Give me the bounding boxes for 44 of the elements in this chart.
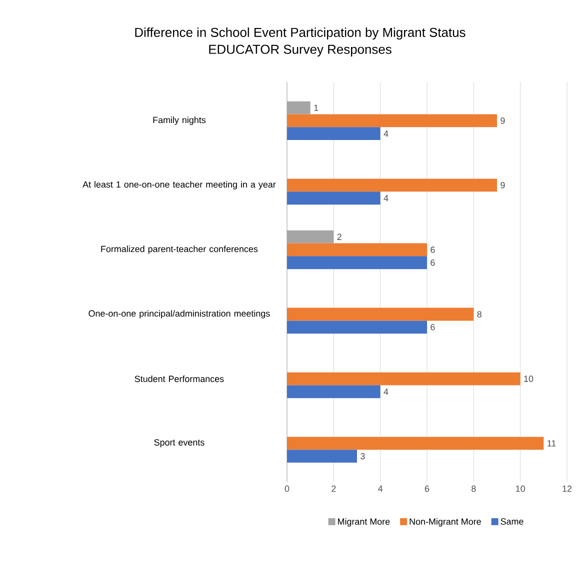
y-tick-label: Family nights bbox=[153, 116, 206, 125]
bar bbox=[287, 178, 498, 192]
x-tick-label: 12 bbox=[562, 486, 572, 492]
data-label: 1 bbox=[314, 104, 318, 111]
x-tick-label: 2 bbox=[332, 486, 336, 492]
data-label: 6 bbox=[430, 246, 435, 253]
bar bbox=[287, 372, 520, 386]
data-label: 4 bbox=[384, 195, 388, 202]
bar bbox=[287, 450, 358, 463]
x-tick-label: 4 bbox=[378, 486, 383, 492]
bar bbox=[287, 256, 428, 270]
bar bbox=[287, 436, 544, 450]
y-tick-label: One-on-one principal/administration meetings bbox=[88, 310, 270, 318]
x-tick-label: 6 bbox=[424, 486, 430, 492]
data-label: 10 bbox=[524, 376, 534, 382]
y-tick-label: Sport events bbox=[154, 439, 204, 448]
y-tick-label: Formalized parent-teacher conferences bbox=[101, 246, 258, 254]
data-label: 9 bbox=[500, 118, 505, 124]
legend-label: Migrant More bbox=[338, 518, 390, 527]
x-tick-label: 8 bbox=[472, 486, 476, 492]
chart-subtitle: EDUCATOR Survey Responses bbox=[209, 44, 392, 56]
y-tick-label: Student Performances bbox=[134, 375, 224, 382]
data-label: 4 bbox=[384, 130, 388, 137]
bar bbox=[287, 243, 428, 256]
y-tick-label: At least 1 one-on-one teacher meeting in a year bbox=[82, 181, 276, 190]
data-label: 6 bbox=[430, 324, 435, 330]
data-label: 9 bbox=[500, 182, 505, 188]
bar bbox=[287, 127, 380, 140]
bar bbox=[287, 320, 428, 334]
x-tick-label: 10 bbox=[516, 486, 525, 492]
data-label: 3 bbox=[360, 453, 365, 460]
data-label: 8 bbox=[477, 311, 482, 318]
x-tick-label: 0 bbox=[284, 486, 290, 492]
bar bbox=[287, 114, 498, 128]
data-label: 4 bbox=[384, 388, 388, 395]
bar bbox=[287, 385, 380, 398]
bar bbox=[287, 192, 380, 205]
legend-label: Same bbox=[500, 518, 524, 525]
legend-label: Non-Migrant More bbox=[410, 518, 481, 527]
data-label: 2 bbox=[337, 234, 342, 240]
chart-title: Difference in School Event Participation by Migrant Status bbox=[135, 27, 466, 40]
data-label: 6 bbox=[430, 259, 435, 266]
data-label: 11 bbox=[548, 440, 556, 446]
bar bbox=[287, 308, 474, 321]
